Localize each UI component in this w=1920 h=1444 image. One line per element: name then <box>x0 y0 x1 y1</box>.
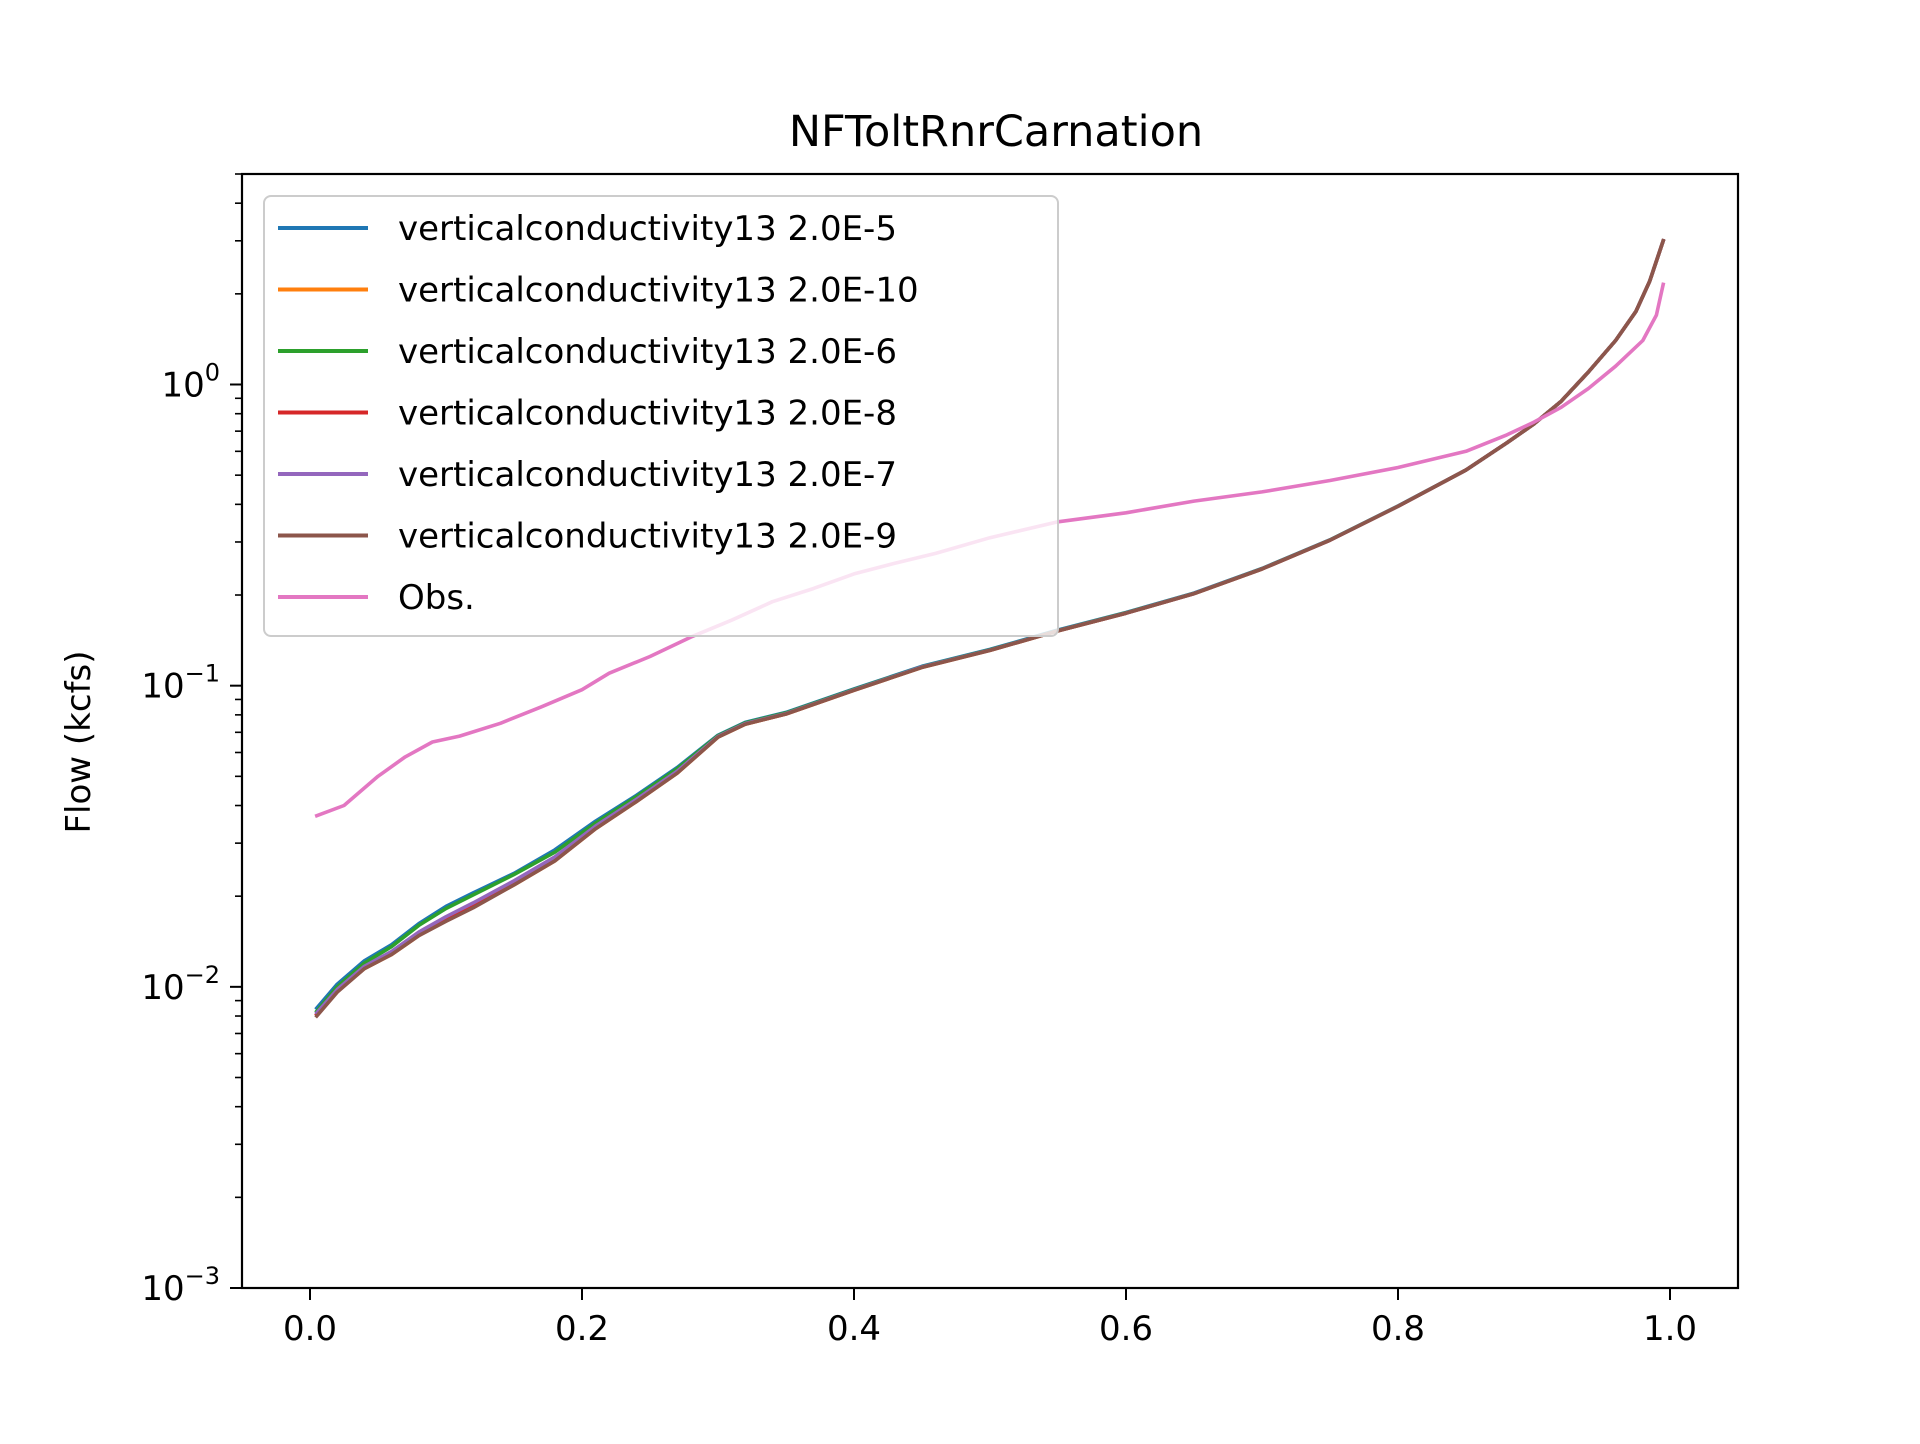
y-tick-label: 10−2 <box>141 961 220 1008</box>
legend-label: verticalconductivity13 2.0E-5 <box>398 209 897 249</box>
legend-label: Obs. <box>398 578 475 618</box>
legend-label: verticalconductivity13 2.0E-7 <box>398 455 897 495</box>
series-layer <box>314 238 1666 1019</box>
legend-label: verticalconductivity13 2.0E-6 <box>398 332 897 372</box>
y-axis-label: Flow (kcfs) <box>59 650 99 833</box>
x-tick-label: 0.4 <box>827 1309 881 1349</box>
x-tick-label: 1.0 <box>1643 1309 1697 1349</box>
legend: verticalconductivity13 2.0E-5 verticalcon… <box>263 195 1059 637</box>
plot-frame <box>240 172 1740 1290</box>
y-tick-label: 100 <box>161 359 220 406</box>
legend-label: verticalconductivity13 2.0E-10 <box>398 271 919 311</box>
x-tick-label: 0.6 <box>1099 1309 1153 1349</box>
chart-title: NFToltRnrCarnation <box>789 107 1203 157</box>
legend-box <box>263 195 1059 637</box>
x-tick-label: 0.2 <box>555 1309 609 1349</box>
y-tick-label: 10−3 <box>141 1262 220 1309</box>
ticks-layer: 0.0 0.2 0.4 0.6 0.8 1.0 10−3 10−2 10−1 100 <box>141 173 1697 1349</box>
x-tick-label: 0.0 <box>283 1309 337 1349</box>
series-line-6 <box>314 238 1666 1019</box>
x-tick-label: 0.8 <box>1371 1309 1425 1349</box>
y-tick-label: 10−1 <box>141 660 220 707</box>
legend-label: verticalconductivity13 2.0E-8 <box>398 394 897 434</box>
legend-label: verticalconductivity13 2.0E-9 <box>398 517 897 557</box>
